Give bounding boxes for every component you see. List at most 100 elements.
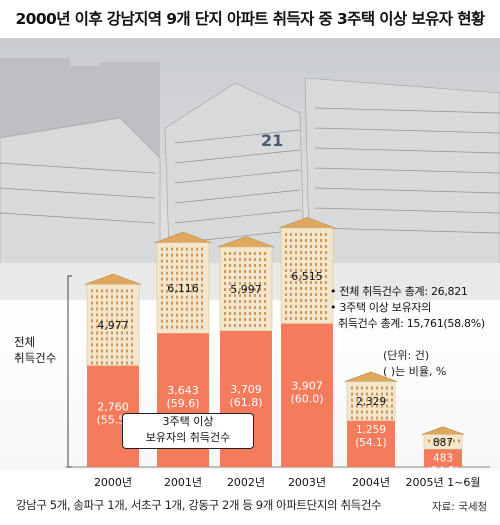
bar-window	[191, 325, 193, 329]
bar-window	[264, 300, 266, 304]
bar-window	[229, 264, 231, 268]
bar-window	[234, 312, 236, 316]
bar-window	[371, 404, 373, 408]
bar-window	[305, 293, 307, 296]
bar-window	[295, 311, 297, 314]
bar-window	[116, 337, 118, 341]
bar-window	[300, 287, 302, 290]
bar-window	[171, 247, 173, 251]
bar-window	[351, 410, 353, 414]
bar-window	[191, 265, 193, 269]
bar-window	[166, 295, 168, 299]
bar-window	[320, 239, 322, 242]
bar-window	[186, 295, 188, 299]
bar-window	[181, 295, 183, 299]
x-tick-label: 2003년	[288, 476, 326, 489]
bar-window	[381, 404, 383, 408]
bar-window	[249, 264, 251, 268]
bar-window	[315, 287, 317, 290]
bar-window	[366, 404, 368, 408]
bar-window	[201, 301, 203, 305]
bar-window	[131, 301, 133, 305]
bar-window	[249, 258, 251, 262]
label-total: 887	[433, 437, 453, 449]
bar-window	[295, 257, 297, 260]
bar-window	[325, 275, 327, 278]
bar-window	[229, 288, 231, 292]
bar-window	[126, 295, 128, 299]
bar-window	[116, 301, 118, 305]
bar-window	[91, 361, 93, 365]
bar-window	[320, 311, 322, 314]
bar-window	[264, 306, 266, 310]
bar-window	[356, 410, 358, 414]
bar-window	[285, 275, 287, 278]
bar-window	[176, 319, 178, 323]
bar-window	[310, 305, 312, 308]
bar-window	[191, 277, 193, 281]
bar-window	[201, 265, 203, 269]
bar-window	[351, 404, 353, 408]
bar-window	[196, 253, 198, 257]
bar-window	[234, 252, 236, 256]
bar-window	[196, 283, 198, 287]
bar-window	[106, 337, 108, 341]
bar-window	[325, 251, 327, 254]
bar-window	[264, 282, 266, 286]
bar-window	[224, 318, 226, 322]
bar-window	[290, 299, 292, 302]
bar-window	[191, 283, 193, 287]
bar-window	[371, 392, 373, 396]
bar-window	[259, 306, 261, 310]
bar-window	[111, 331, 113, 335]
bar-window	[181, 301, 183, 305]
bar-window	[259, 282, 261, 286]
y-axis-label-line1: 전체	[14, 335, 36, 349]
bar-window	[290, 263, 292, 266]
bar-window	[126, 313, 128, 317]
bar-window	[259, 252, 261, 256]
bar-window	[290, 317, 292, 320]
bar-window	[196, 277, 198, 281]
bar-window	[96, 319, 98, 323]
bar-window	[234, 300, 236, 304]
bar-window	[166, 283, 168, 287]
bar-window	[161, 259, 163, 263]
bar-window	[264, 294, 266, 298]
bar-window	[366, 416, 368, 420]
bar-window	[244, 264, 246, 268]
bar-window	[310, 257, 312, 260]
bar-window	[300, 233, 302, 236]
bar-window	[176, 295, 178, 299]
bar-window	[101, 331, 103, 335]
bar-window	[181, 289, 183, 293]
bar-window	[295, 281, 297, 284]
bar-window	[201, 253, 203, 257]
bar-window	[244, 306, 246, 310]
bar-window	[101, 313, 103, 317]
bar-window	[91, 319, 93, 323]
bar-window	[315, 269, 317, 272]
bar-window	[166, 325, 168, 329]
bar-window	[448, 439, 450, 443]
bar-window	[181, 271, 183, 275]
bar-window	[376, 392, 378, 396]
label-percent: (59.6)	[166, 397, 199, 410]
bar-window	[310, 299, 312, 302]
bar-window	[166, 319, 168, 323]
bar-window	[234, 294, 236, 298]
bar-window	[91, 331, 93, 335]
bar-window	[224, 306, 226, 310]
bar-window	[356, 398, 358, 402]
bar-window	[386, 404, 388, 408]
bar-window	[249, 318, 251, 322]
bar-window	[121, 337, 123, 341]
bar-window	[91, 337, 93, 341]
bar-window	[234, 318, 236, 322]
bar-window	[201, 295, 203, 299]
bar-window	[176, 301, 178, 305]
bar-window	[386, 386, 388, 390]
bar-window	[106, 325, 108, 329]
bar-window	[371, 410, 373, 414]
bar-window	[181, 259, 183, 263]
